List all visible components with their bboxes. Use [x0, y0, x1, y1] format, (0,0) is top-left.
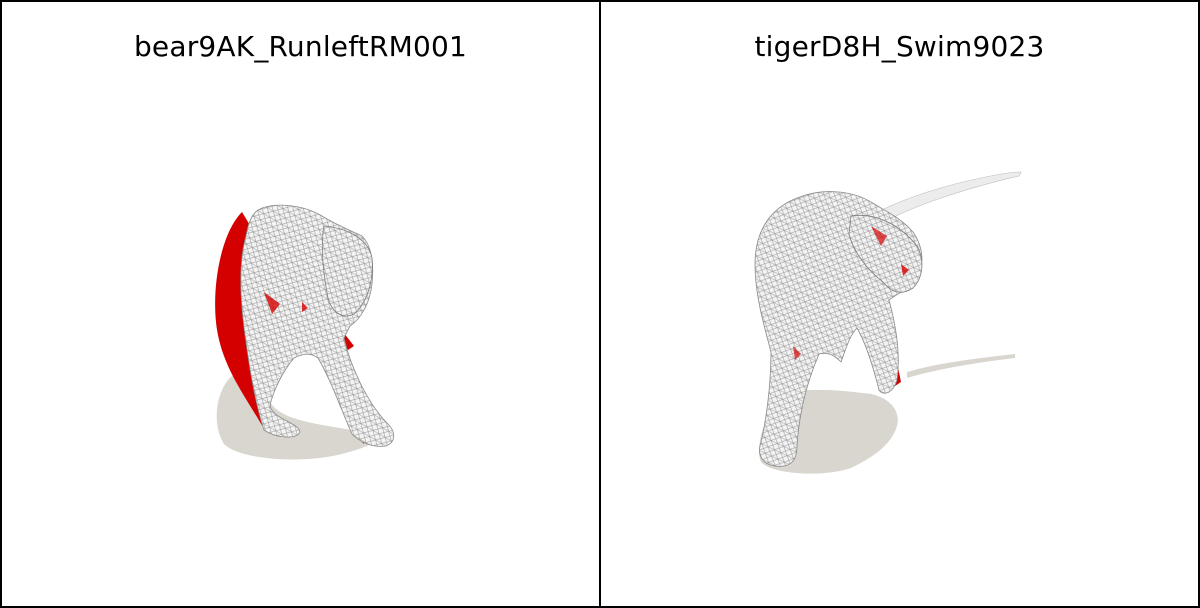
- bear-wire-mesh: [240, 204, 395, 447]
- panel-divider: [599, 0, 601, 608]
- panel-title-bear: bear9AK_RunleftRM001: [133, 30, 468, 63]
- tiger-mesh-render: [754, 171, 1022, 474]
- panel-bear: bear9AK_RunleftRM001: [2, 2, 599, 606]
- panel-title-tiger: tigerD8H_Swim9023: [754, 30, 1045, 63]
- panel-tiger: tigerD8H_Swim9023: [601, 2, 1198, 606]
- bear-mesh-render: [215, 204, 395, 460]
- tiger-tail-shadow: [907, 354, 1015, 378]
